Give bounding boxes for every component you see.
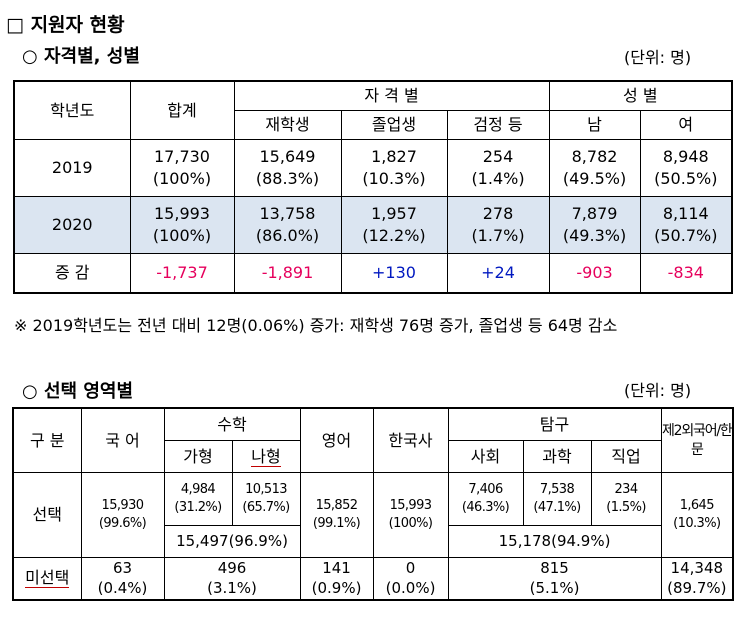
header-history: 한국사 [372,407,449,473]
header-category: 구 분 [12,407,82,473]
qualification-gender-table: 학년도 합계 자 격 별 성 별 재학생 졸업생 검정 등 남 여 2019 1… [13,80,734,294]
part2-unit: (단위: 명) [624,381,692,400]
section-title: □ 지원자 현황 [6,14,125,36]
header-math-ga: 가형 [163,440,233,473]
header-foreign: 제2외국어/한문 [660,407,734,473]
cell-foreign: 1,645 (10.3%) [660,472,734,558]
diff-total: -1,737 [129,253,235,294]
cell-graduate: 1,957 (12.2%) [340,196,448,254]
header-female: 여 [639,110,733,140]
cell-history: 0 (0.0%) [372,557,449,600]
part1-unit: (단위: 명) [624,48,692,67]
cell-foreign: 14,348 (89.7%) [660,557,734,600]
cell-science: 7,538 (47.1%) [522,472,592,526]
header-ged: 검정 등 [446,110,550,140]
diff-enrolled: -1,891 [233,253,342,294]
cell-total: 15,993 (100%) [129,196,235,254]
header-math: 수학 [163,407,301,441]
header-qualification: 자 격 별 [233,80,550,111]
cell-male: 7,879 (49.3%) [548,196,641,254]
cell-math: 496 (3.1%) [163,557,301,600]
header-korean: 국 어 [80,407,165,473]
cell-male: 8,782 (49.5%) [548,139,641,197]
cell-korean: 63 (0.4%) [80,557,165,600]
header-inquiry: 탐구 [447,407,662,441]
cell-social: 7,406 (46.3%) [447,472,524,526]
cell-english: 141 (0.9%) [299,557,374,600]
cell-ged: 254 (1.4%) [446,139,550,197]
footnote: ※ 2019학년도는 전년 대비 12명(0.06%) 증가: 재학생 76명 … [14,316,618,335]
cell-vocational: 234 (1.5%) [590,472,662,526]
diff-female: -834 [639,253,733,294]
cell-ged: 278 (1.7%) [446,196,550,254]
table-row: 미선택 63 (0.4%) 496 (3.1%) 141 (0.9%) 0 (0.0%)… [12,557,734,600]
unselected-label: 미선택 [12,557,82,600]
header-vocational: 직업 [590,440,662,473]
diff-row: 증 감 -1,737 -1,891 +130 +24 -903 -834 [13,253,733,294]
cell-inquiry: 815 (5.1%) [447,557,662,600]
table-row: 2019 17,730 (100%) 15,649 (88.3%) 1,827 (10… [13,139,733,197]
header-gender: 성 별 [548,80,733,111]
header-total: 합계 [129,80,235,140]
header-graduate: 졸업생 [340,110,448,140]
selected-label: 선택 [12,472,82,558]
cell-total: 17,730 (100%) [129,139,235,197]
subject-selection-table: 구 분 국 어 수학 영어 한국사 탐구 제2외국어/한문 가형 나형 사회 과… [12,407,735,601]
part2-heading: ○ 선택 영역별 [22,381,134,402]
header-social: 사회 [447,440,524,473]
header-year: 학년도 [13,80,131,140]
cell-enrolled: 15,649 (88.3%) [233,139,342,197]
cell-enrolled: 13,758 (86.0%) [233,196,342,254]
diff-label: 증 감 [13,253,131,294]
part1-heading: ○ 자격별, 성별 [22,46,140,67]
header-enrolled: 재학생 [233,110,342,140]
table-row: 2020 15,993 (100%) 13,758 (86.0%) 1,957 (12… [13,196,733,254]
cell-math-ga: 4,984 (31.2%) [163,472,233,526]
cell-year: 2020 [13,196,131,254]
header-english: 영어 [299,407,374,473]
header-science: 과학 [522,440,592,473]
table-row: 15,497(96.9%) 15,178(94.9%) [13,525,733,558]
header-male: 남 [548,110,641,140]
cell-korean: 15,930 (99.6%) [80,472,165,558]
table-row: 선택 15,930 (99.6%) 4,984 (31.2%) 10,513 (65.… [12,472,734,558]
cell-history: 15,993 (100%) [372,472,449,558]
diff-male: -903 [548,253,641,294]
cell-math-total: 15,497(96.9%) [163,525,301,558]
diff-graduate: +130 [340,253,448,294]
cell-graduate: 1,827 (10.3%) [340,139,448,197]
cell-female: 8,114 (50.7%) [639,196,733,254]
cell-year: 2019 [13,139,131,197]
cell-math-na: 10,513 (65.7%) [231,472,301,526]
cell-english: 15,852 (99.1%) [299,472,374,558]
cell-female: 8,948 (50.5%) [639,139,733,197]
cell-inquiry-total: 15,178(94.9%) [447,525,662,558]
diff-ged: +24 [446,253,550,294]
header-math-na: 나형 [231,440,301,473]
